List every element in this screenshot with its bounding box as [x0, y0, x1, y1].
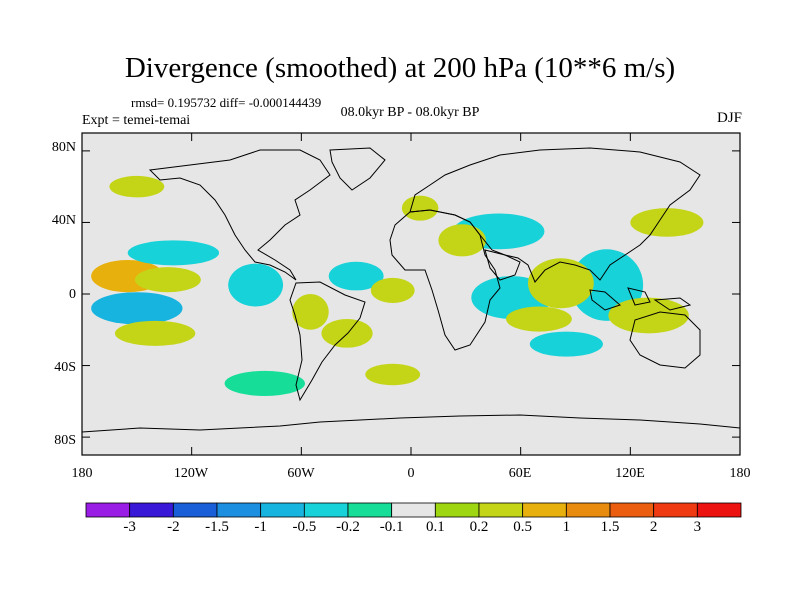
coastline-eurasia [409, 147, 701, 283]
colorbar-label: 0.1 [425, 519, 445, 535]
colorbar-swatch [434, 502, 480, 518]
colorbar-swatch [696, 502, 742, 518]
divergence-blob-pacific-pos-2 [135, 267, 201, 293]
lon-tick-label: 60E [508, 466, 532, 481]
colorbar-swatch [260, 502, 305, 518]
colorbar-label: 1 [562, 519, 571, 535]
colorbar-label: -0.5 [292, 519, 317, 535]
divergence-blob-pacific-neg-south [91, 292, 183, 325]
lon-tick-label: 0 [407, 466, 415, 481]
stats-label: rmsd= 0.195732 diff= -0.000144439 [131, 95, 322, 110]
divergence-blob-e-pacific-neg [228, 263, 284, 307]
divergence-blob-atlantic-neg [328, 261, 384, 291]
coastline-south-america [289, 281, 366, 402]
divergence-blob-n-atl-pos [401, 195, 439, 221]
divergence-blob-s-ocean-neg [224, 370, 305, 396]
chart-title: Divergence (smoothed) at 200 hPa (10**6 … [124, 52, 676, 84]
coastlines [82, 147, 740, 433]
colorbar-swatch [347, 502, 393, 518]
experiment-label: Expt = temei-temai [82, 113, 191, 128]
colorbar-swatch [303, 502, 349, 518]
divergence-blob-pacific-neg-north [127, 240, 220, 266]
colorbar-label: 1.5 [600, 519, 620, 535]
divergence-blob-mideast-pos [438, 224, 486, 257]
colorbar-label: -3 [123, 519, 136, 535]
lon-tick-label: 180 [71, 466, 93, 481]
colorbar-swatch [478, 502, 524, 518]
colorbar-label: 2 [649, 519, 658, 535]
lon-tick-label: 180 [729, 466, 751, 481]
divergence-blob-n-pac-pos2 [630, 208, 704, 237]
season-label: DJF [716, 110, 742, 126]
coastline-north-america [148, 149, 331, 281]
colorbar-swatch [85, 502, 131, 518]
colorbar-label: -1 [254, 519, 267, 535]
colorbar-swatch [609, 502, 655, 518]
period-label: 08.0kyr BP - 08.0kyr BP [340, 105, 480, 120]
divergence-blob-n-pac-pos [109, 175, 165, 198]
colorbar [85, 502, 742, 518]
lat-tick-label: 40S [54, 360, 76, 375]
lat-tick-label: 80S [54, 433, 76, 448]
lon-tick-label: 60W [287, 466, 315, 481]
coastline-australia [629, 311, 701, 369]
divergence-blob-samer-pos [292, 294, 329, 330]
lon-tick-label: 120W [173, 466, 209, 481]
colorbar-label: 3 [693, 519, 702, 535]
coastline-arabia [484, 249, 521, 281]
colorbar-swatch [216, 502, 262, 518]
coastline-indonesia-3 [653, 297, 692, 311]
lon-tick-label: 120E [615, 466, 645, 481]
divergence-field [91, 175, 704, 396]
divergence-blob-s-indian-pos [506, 306, 572, 332]
coastline-indonesia-1 [589, 289, 621, 311]
colorbar-label: -2 [167, 519, 180, 535]
colorbar-label: -1.5 [205, 519, 229, 535]
axis-ticks [81, 133, 741, 455]
coastline-greenland [329, 147, 386, 191]
divergence-blob-pacific-pos-south [114, 320, 196, 346]
colorbar-swatch [391, 502, 436, 518]
colorbar-label: -0.2 [336, 519, 360, 535]
colorbar-label: 0.5 [513, 519, 533, 535]
colorbar-label: 0.2 [469, 519, 489, 535]
divergence-blob-s-ocean-pos [365, 363, 421, 386]
divergence-blob-atlantic-pos [370, 277, 415, 303]
divergence-blob-s-indian-neg [529, 331, 603, 357]
colorbar-label: -0.1 [379, 519, 404, 535]
colorbar-swatch [172, 502, 218, 518]
colorbar-swatch [129, 502, 174, 518]
coastline-indonesia-2 [627, 287, 651, 306]
lat-tick-label: 0 [69, 287, 76, 302]
lat-tick-label: 40N [51, 213, 76, 228]
colorbar-swatch [653, 502, 698, 518]
colorbar-swatch [522, 502, 567, 518]
lat-tick-label: 80N [51, 140, 76, 155]
colorbar-swatch [565, 502, 611, 518]
coastline-antarctica [82, 414, 740, 433]
divergence-blob-indian-pos-outer [527, 258, 594, 309]
